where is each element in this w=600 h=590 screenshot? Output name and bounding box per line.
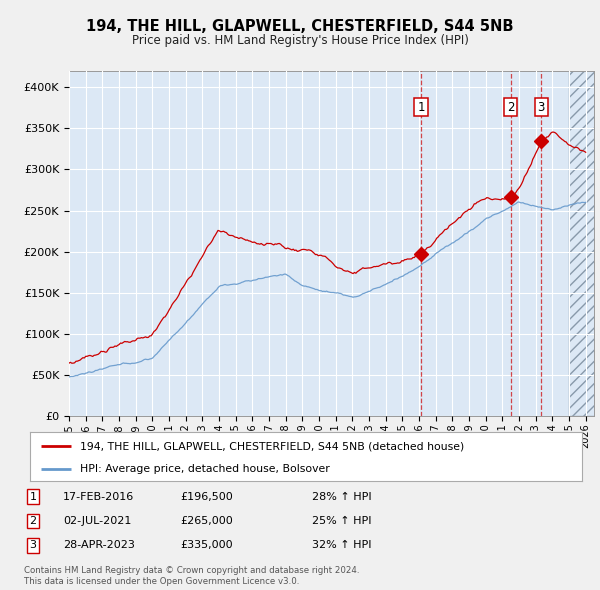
Text: 1: 1 [417, 100, 425, 113]
Text: £265,000: £265,000 [180, 516, 233, 526]
Text: 2: 2 [507, 100, 514, 113]
Text: 02-JUL-2021: 02-JUL-2021 [63, 516, 131, 526]
Text: 3: 3 [538, 100, 545, 113]
Text: 28-APR-2023: 28-APR-2023 [63, 540, 135, 550]
Text: £335,000: £335,000 [180, 540, 233, 550]
Text: 194, THE HILL, GLAPWELL, CHESTERFIELD, S44 5NB (detached house): 194, THE HILL, GLAPWELL, CHESTERFIELD, S… [80, 441, 464, 451]
Text: HPI: Average price, detached house, Bolsover: HPI: Average price, detached house, Bols… [80, 464, 329, 474]
Text: 32% ↑ HPI: 32% ↑ HPI [312, 540, 371, 550]
Text: This data is licensed under the Open Government Licence v3.0.: This data is licensed under the Open Gov… [24, 577, 299, 586]
Text: 1: 1 [29, 492, 37, 502]
Text: 194, THE HILL, GLAPWELL, CHESTERFIELD, S44 5NB: 194, THE HILL, GLAPWELL, CHESTERFIELD, S… [86, 19, 514, 34]
Text: 3: 3 [29, 540, 37, 550]
Text: 28% ↑ HPI: 28% ↑ HPI [312, 492, 371, 502]
Text: 2: 2 [29, 516, 37, 526]
Text: Contains HM Land Registry data © Crown copyright and database right 2024.: Contains HM Land Registry data © Crown c… [24, 566, 359, 575]
Bar [569, 71, 600, 416]
Text: Price paid vs. HM Land Registry's House Price Index (HPI): Price paid vs. HM Land Registry's House … [131, 34, 469, 47]
Text: £196,500: £196,500 [180, 492, 233, 502]
Text: 17-FEB-2016: 17-FEB-2016 [63, 492, 134, 502]
Text: 25% ↑ HPI: 25% ↑ HPI [312, 516, 371, 526]
